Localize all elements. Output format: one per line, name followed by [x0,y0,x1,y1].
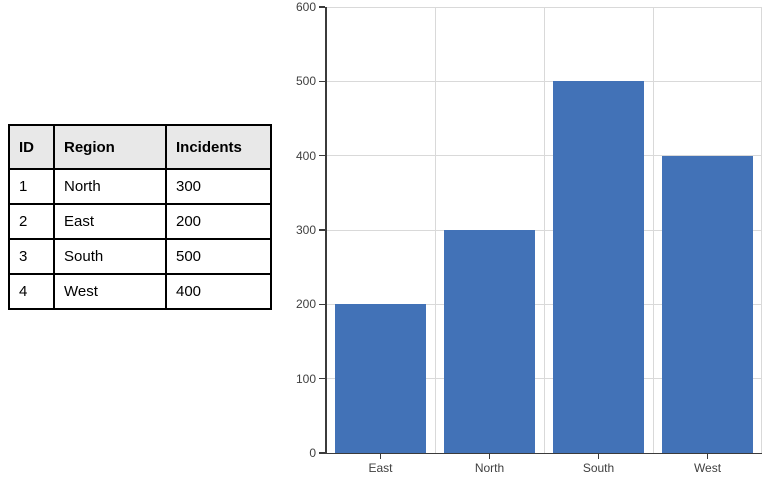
y-tick-label: 500 [295,74,316,89]
incidents-table: ID Region Incidents 1 North 300 2 East 2… [8,124,272,310]
incidents-table-header: ID Region Incidents [8,124,272,170]
table-row: 4 West 400 [8,273,272,310]
y-axis-tick [319,229,325,231]
header-cell-incidents: Incidents [165,124,272,170]
y-axis-tick [319,80,325,83]
bar-chart-plot-area: 0 100 200 300 400 500 600 East North South West [296,0,762,475]
cell-incidents: 200 [165,203,272,240]
vertical-gridline [653,7,654,453]
header-cell-id: ID [8,124,55,170]
cell-id: 3 [8,238,55,275]
y-axis-tick [319,6,325,8]
table-row: 3 South 500 [8,238,272,275]
bar-west [662,155,753,453]
x-axis-tick [379,454,382,459]
cell-incidents: 400 [165,273,272,310]
y-tick-label: 600 [295,0,316,14]
cell-region: West [53,273,167,310]
cell-id: 2 [8,203,55,240]
vertical-gridline [435,7,436,453]
x-axis-line [325,452,762,454]
y-tick-label: 200 [295,297,316,312]
y-axis-tick [319,154,325,157]
vertical-gridline [761,7,762,453]
y-tick-label: 400 [295,148,316,163]
cell-id: 4 [8,273,55,310]
x-axis-tick [488,454,491,459]
table-row: 1 North 300 [8,168,272,205]
header-cell-region: Region [53,124,167,170]
y-axis-tick [319,377,325,380]
y-axis-tick [319,303,325,306]
vertical-gridline [544,7,545,453]
y-axis-line [325,7,327,453]
cell-region: North [53,168,167,205]
cell-incidents: 500 [165,238,272,275]
x-tick-label: South [582,461,615,475]
x-axis-tick [706,454,709,459]
x-tick-label: West [693,461,722,475]
table-row: 2 East 200 [8,203,272,240]
y-axis-tick [319,452,325,454]
cell-region: East [53,203,167,240]
table-header-row: ID Region Incidents [8,124,272,170]
cell-id: 1 [8,168,55,205]
x-tick-label: East [368,461,393,475]
x-tick-label: North [474,461,505,475]
x-axis-tick [597,454,600,459]
y-tick-label: 0 [309,446,316,460]
bar-north [444,230,535,453]
bar-east [335,304,426,453]
incidents-table-body: 1 North 300 2 East 200 3 South 500 4 Wes… [8,168,272,310]
cell-incidents: 300 [165,168,272,205]
bar-south [553,81,644,453]
cell-region: South [53,238,167,275]
y-tick-label: 100 [295,371,316,386]
y-tick-label: 300 [295,223,316,237]
